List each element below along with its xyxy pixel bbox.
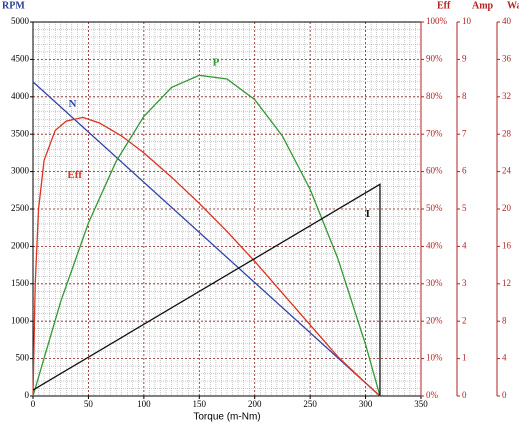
y3-axis-tick-label: 1 bbox=[462, 353, 467, 363]
y2-axis-tick-label: 10% bbox=[426, 353, 443, 363]
y4-axis-tick-label: 20 bbox=[502, 203, 512, 213]
y-tick-label: 0 bbox=[25, 390, 30, 400]
y2-axis-tick-label: 60% bbox=[426, 166, 443, 176]
y4-axis-tick-label: 0 bbox=[502, 390, 507, 400]
y3-axis-tick-label: 9 bbox=[462, 53, 467, 63]
y4-axis-tick-label: 16 bbox=[502, 240, 512, 250]
y-tick-label: 2500 bbox=[11, 203, 30, 213]
y4-axis-tick-label: 8 bbox=[502, 315, 507, 325]
y4-axis-tick-label: 28 bbox=[502, 128, 512, 138]
x-tick-label: 250 bbox=[303, 399, 317, 409]
y4-axis-tick-label: 36 bbox=[502, 53, 512, 63]
y4-axis-title: Watt bbox=[507, 0, 519, 11]
y-tick-label: 5000 bbox=[11, 16, 30, 26]
y-tick-label: 4500 bbox=[11, 53, 30, 63]
y2-axis-tick-label: 100% bbox=[426, 16, 448, 26]
y3-axis-tick-label: 5 bbox=[462, 203, 467, 213]
y2-axis-tick-label: 30% bbox=[426, 278, 443, 288]
series-line bbox=[32, 81, 381, 397]
y3-axis-tick-label: 10 bbox=[462, 16, 472, 26]
y-tick-label: 4000 bbox=[11, 91, 30, 101]
series-line bbox=[32, 74, 381, 397]
series-label: N bbox=[68, 98, 76, 110]
y-tick-label: 2000 bbox=[11, 240, 30, 250]
x-axis-title: Torque (m-Nm) bbox=[193, 412, 260, 423]
y2-axis-tick-label: 90% bbox=[426, 53, 443, 63]
y3-axis-tick-label: 4 bbox=[462, 240, 467, 250]
x-tick-label: 350 bbox=[414, 399, 428, 409]
x-tick-label: 150 bbox=[193, 399, 207, 409]
y-tick-label: 1500 bbox=[11, 278, 30, 288]
y-tick-label: 1000 bbox=[11, 315, 30, 325]
x-tick-label: 100 bbox=[137, 399, 151, 409]
y-axis-title: RPM bbox=[2, 0, 25, 11]
series-label: Eff bbox=[67, 169, 82, 181]
y-tick-label: 3500 bbox=[11, 128, 30, 138]
y3-axis-tick-label: 8 bbox=[462, 91, 467, 101]
series-label: I bbox=[366, 208, 370, 220]
y3-axis-tick-label: 2 bbox=[462, 315, 467, 325]
y2-axis-tick-label: 0% bbox=[426, 390, 439, 400]
y3-axis-title: Amp bbox=[472, 0, 494, 11]
series-line bbox=[32, 116, 381, 397]
y3-axis-tick-label: 3 bbox=[462, 278, 467, 288]
x-tick-label: 50 bbox=[84, 399, 94, 409]
x-tick-label: 0 bbox=[31, 399, 36, 409]
y3-axis-tick-label: 6 bbox=[462, 166, 467, 176]
y4-axis-tick-label: 24 bbox=[502, 166, 512, 176]
series-line bbox=[32, 183, 381, 396]
y-tick-label: 500 bbox=[16, 353, 30, 363]
y4-axis-tick-label: 4 bbox=[502, 353, 507, 363]
y2-axis-tick-label: 20% bbox=[426, 315, 443, 325]
y-tick-label: 3000 bbox=[11, 166, 30, 176]
y4-axis-tick-label: 40 bbox=[502, 16, 512, 26]
y3-axis-tick-label: 7 bbox=[462, 128, 467, 138]
series-label: P bbox=[213, 57, 220, 69]
y2-axis-tick-label: 70% bbox=[426, 128, 443, 138]
x-tick-label: 300 bbox=[359, 399, 373, 409]
y3-axis-tick-label: 0 bbox=[462, 390, 467, 400]
y4-axis-tick-label: 32 bbox=[502, 91, 511, 101]
y2-axis-title: Eff bbox=[437, 0, 451, 11]
y4-axis-tick-label: 12 bbox=[502, 278, 511, 288]
y2-axis-tick-label: 80% bbox=[426, 91, 443, 101]
y2-axis-tick-label: 40% bbox=[426, 240, 443, 250]
x-tick-label: 200 bbox=[248, 399, 262, 409]
y2-axis-tick-label: 50% bbox=[426, 203, 443, 213]
